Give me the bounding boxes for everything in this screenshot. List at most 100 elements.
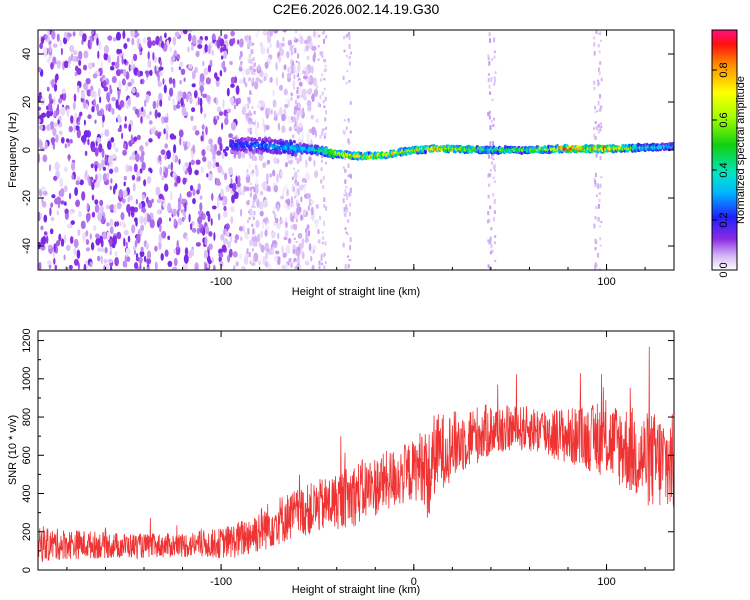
spectrogram-noise-cell: [90, 36, 93, 46]
spectrogram-noise-cell: [161, 40, 164, 49]
spectrogram-noise-cell: [113, 203, 117, 214]
spectrogram-noise-cell: [125, 247, 131, 256]
spectrogram-noise-cell: [154, 109, 158, 119]
spectrogram-streak-cell: [348, 80, 351, 83]
spectrogram-noise-cell: [145, 141, 149, 147]
spectrogram-noise-cell: [61, 91, 67, 101]
spectrogram-noise-cell: [74, 112, 78, 120]
spectrogram-ridge-cell: [359, 151, 363, 155]
spectrogram-noise-cell: [121, 55, 124, 65]
spectrogram-streak-cell: [346, 196, 349, 201]
spectrogram-noise-cell: [244, 231, 248, 239]
spectrogram-streak-cell: [297, 263, 300, 267]
spectrogram-streak-cell: [599, 128, 602, 132]
spectrogram-streak-cell: [297, 181, 299, 186]
spectrogram-streak-cell: [295, 30, 298, 34]
spectrogram-noise-cell: [118, 49, 122, 54]
spectrogram-streak-cell: [349, 212, 351, 217]
spectrogram-streak-cell: [594, 267, 597, 270]
spectrogram-noise-cell: [223, 66, 227, 73]
spectrogram-noise-cell: [306, 193, 311, 200]
spectrogram-noise-cell: [307, 229, 311, 237]
spectrogram-streak-cell: [346, 54, 348, 58]
spectrogram-streak-cell: [489, 205, 492, 210]
spectrogram-streak-cell: [249, 65, 252, 70]
spectrogram-noise-cell: [254, 120, 257, 127]
spectrogram-noise-cell: [106, 172, 110, 180]
spectrogram-noise-cell: [156, 99, 159, 109]
spectrogram-noise-cell: [159, 166, 163, 176]
spectrogram-streak-cell: [248, 252, 251, 257]
spectrogram-noise-cell: [230, 83, 235, 88]
spectrogram-noise-cell: [124, 255, 128, 264]
spectrogram-streak-cell: [249, 35, 251, 41]
spectrogram-streak-cell: [493, 199, 496, 203]
spectrogram-noise-cell: [63, 185, 68, 193]
spectrogram-streak-cell: [293, 126, 296, 130]
spectrogram-noise-cell: [93, 98, 96, 108]
spectrogram-noise-cell: [190, 159, 195, 166]
spectrogram-streak-cell: [320, 253, 323, 257]
spectrogram-noise-cell: [193, 125, 197, 131]
spectrogram-streak-cell: [296, 89, 299, 94]
spectrogram-noise-cell: [139, 70, 143, 77]
spectrogram-noise-cell: [67, 32, 72, 38]
spectrogram-noise-cell: [130, 134, 133, 144]
spectrogram-noise-cell: [196, 189, 200, 195]
spectrogram-noise-cell: [89, 233, 92, 240]
spectrogram-noise-cell: [308, 243, 312, 252]
spectrogram-noise-cell: [184, 247, 189, 256]
spectrogram-streak-cell: [599, 94, 601, 99]
spectrogram-noise-cell: [283, 88, 288, 96]
spectrogram-noise-cell: [293, 74, 296, 80]
spectrogram-noise-cell: [225, 146, 230, 151]
spectrogram-streak-cell: [344, 169, 347, 172]
spectrogram-noise-cell: [310, 206, 314, 216]
spectrogram-streak-cell: [494, 168, 496, 172]
spectrogram-noise-cell: [301, 251, 305, 260]
spectrogram-noise-cell: [274, 255, 278, 262]
spectrogram-noise-cell: [284, 262, 288, 270]
spectrogram-noise-cell: [119, 221, 122, 227]
spectrogram-noise-cell: [315, 84, 319, 90]
spectrogram-noise-cell: [197, 96, 200, 105]
spectrogram-streak-cell: [493, 180, 496, 183]
spectrogram-noise-cell: [158, 193, 164, 200]
spectrogram-noise-cell: [83, 263, 87, 270]
spectrogram-noise-cell: [218, 252, 224, 258]
spectrogram-noise-cell: [147, 51, 150, 60]
spectrogram-streak-cell: [488, 84, 491, 89]
spectrogram-noise-cell: [95, 237, 101, 246]
spectrogram-noise-cell: [158, 217, 163, 225]
spectrogram-noise-cell: [149, 219, 155, 229]
spectrogram-noise-cell: [46, 124, 52, 131]
spectrogram-noise-cell: [69, 236, 74, 244]
spectrogram-noise-cell: [308, 76, 312, 82]
spectrogram-noise-cell: [275, 250, 280, 255]
spectrogram-streak-cell: [322, 236, 325, 241]
spectrogram-noise-cell: [73, 238, 79, 248]
spectrogram-streak-cell: [249, 182, 252, 185]
spectrogram-streak-cell: [248, 216, 251, 220]
spectrogram-noise-cell: [68, 125, 74, 133]
spectrogram-noise-cell: [161, 230, 167, 239]
spectrogram-streak-cell: [317, 58, 320, 61]
spectrogram-noise-cell: [65, 244, 71, 252]
spectrogram-noise-cell: [237, 39, 240, 45]
spectrogram-streak-cell: [295, 218, 298, 223]
spectrogram-streak-cell: [253, 140, 256, 143]
spectrogram-noise-cell: [146, 176, 152, 184]
spectrogram-noise-cell: [287, 98, 290, 108]
spectrogram-noise-cell: [73, 258, 79, 266]
spectrogram-noise-cell: [101, 159, 105, 167]
spectrogram-noise-cell: [58, 233, 62, 242]
spectrogram-streak-cell: [321, 91, 324, 96]
spectrogram-streak-cell: [492, 176, 495, 179]
spectrogram-noise-cell: [174, 181, 178, 187]
spectrogram-noise-cell: [65, 138, 70, 143]
spectrogram-noise-cell: [81, 135, 87, 143]
spectrogram-noise-cell: [136, 134, 141, 141]
spectrogram-noise-cell: [174, 31, 180, 37]
spectrogram-noise-cell: [154, 261, 158, 270]
spectrogram-noise-cell: [222, 211, 228, 218]
